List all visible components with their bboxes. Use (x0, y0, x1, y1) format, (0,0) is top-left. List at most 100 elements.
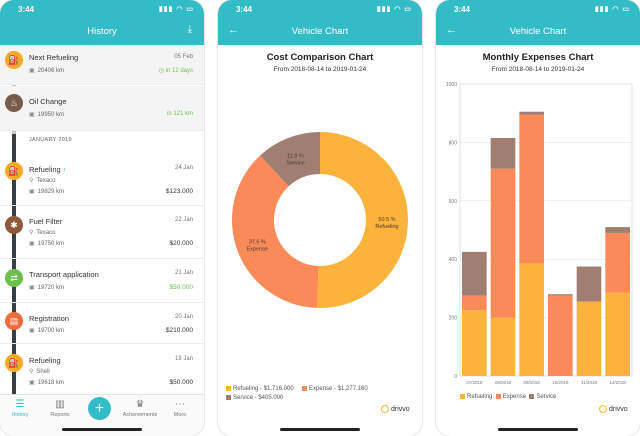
bar-segment (490, 317, 516, 376)
download-icon[interactable]: ⤓ (187, 24, 192, 35)
monthly-chart-screen: 3:44 ▮▮▮ ◠ ▭ ← Vehicle Chart Monthly Exp… (436, 0, 640, 436)
item-odometer: 19750 km (37, 241, 65, 247)
legend-swatch (460, 394, 465, 399)
document-icon: ▤ (5, 312, 23, 330)
y-tick-label: 1000 (446, 82, 457, 88)
y-tick-label: 800 (449, 140, 458, 146)
brand-name: drivvo (391, 405, 410, 413)
bar-segment (462, 251, 487, 296)
tab-achievements[interactable]: ♛ Achievements (120, 399, 160, 418)
bar-segment (462, 310, 487, 376)
tab-more[interactable]: ⋯ More (160, 399, 200, 418)
fuel-icon: ⛽ (5, 354, 23, 372)
item-odometer: 19720 km (37, 285, 65, 291)
item-title: Oil Change (29, 97, 67, 106)
item-date: 24 Jan (174, 165, 193, 171)
item-title: Refueling (29, 356, 61, 365)
item-amount: $50.000 (169, 284, 194, 291)
chart-icon: ▥ (55, 399, 65, 410)
list-item[interactable]: ⛽ Next Refueling 05 Feb ▣ 20406 km ◷ in 1… (0, 45, 204, 85)
legend-label: Service - $405.000 (233, 395, 284, 402)
odometer-icon: ▣ (29, 241, 35, 247)
location-icon: ⚲ (29, 230, 34, 236)
app-bar: ← Vehicle Chart (436, 18, 640, 45)
logo-icon (599, 405, 607, 413)
donut-chart: 50.5 % Refueling 37.6 % Expense 11.9 % Servic… (232, 132, 409, 308)
legend-item: Expense - $1,277.160 (302, 386, 368, 392)
item-date: 20 Jan (174, 314, 193, 320)
item-place: Texaco (36, 230, 56, 236)
month-label: JANUARY 2019 (29, 137, 72, 143)
status-bar: 3:44 ▮▮▮ ◠ ▭ (436, 0, 640, 18)
legend-label: Service (536, 394, 557, 401)
odometer-icon: ▣ (29, 285, 35, 291)
item-date: 18 Jan (174, 356, 193, 362)
tab-label: More (173, 412, 187, 418)
list-item[interactable]: ✱ Fuel Filter 22 Jan ⚲ Texaco ▣ 19750 km $… (0, 207, 204, 259)
page-title: History (87, 26, 117, 37)
arrow-up-icon: ↑ (62, 167, 67, 174)
tab-history[interactable]: ☰ History (0, 399, 40, 418)
list-item[interactable]: ⇄ Transport application 21 Jan ▣ 19720 km… (0, 260, 204, 303)
list-item[interactable]: ♨ Oil Change ▣ 19950 km in 121 km (0, 86, 204, 131)
add-button[interactable]: + (88, 397, 111, 420)
legend-swatch (302, 386, 307, 391)
page-title: Vehicle Chart (291, 26, 349, 37)
legend-swatch (226, 395, 231, 400)
y-tick-label: 0 (454, 374, 457, 380)
item-amount: $210.000 (165, 327, 193, 334)
chart-title: Cost Comparison Chart (266, 52, 374, 63)
list-item[interactable]: ⛽ Refueling ↑ 24 Jan ⚲ Texaco ▣ 19829 km $… (0, 156, 204, 206)
item-title: Registration (29, 314, 70, 323)
item-odometer: 19700 km (37, 328, 65, 334)
x-tick-label: 11/2018 (581, 380, 597, 385)
legend-item: Service - $405.000 (226, 395, 283, 401)
status-time: 3:44 (236, 4, 253, 14)
status-bar: 3:44 ▮▮▮ ◠ ▭ (0, 0, 204, 18)
donut-slice (260, 132, 320, 187)
legend-label: Expense - $1,277.160 (309, 386, 368, 393)
status-time: 3:44 (18, 4, 35, 14)
bar-segment (519, 111, 544, 115)
bar-segment (548, 295, 573, 376)
tab-reports[interactable]: ▥ Reports (40, 399, 80, 418)
item-amount: $123.000 (165, 188, 193, 195)
wrench-icon: ✱ (5, 216, 23, 234)
bar-segment (605, 232, 630, 293)
bar-segment (462, 295, 487, 311)
item-odometer: 20406 km (37, 68, 65, 74)
oil-icon: ♨ (5, 94, 23, 112)
item-odometer: 19618 km (37, 380, 65, 386)
status-icons: ▮▮▮ ◠ ▭ (594, 6, 630, 13)
chart-legend: Refueling Expense Service (460, 394, 556, 400)
x-tick-label: 07/2018 (466, 380, 483, 385)
bar-segment (490, 168, 516, 318)
app-bar: History ⤓ (0, 18, 204, 45)
item-date: 21 Jan (174, 270, 193, 276)
more-icon: ⋯ (175, 399, 185, 410)
bar-segment (519, 263, 544, 376)
list-item[interactable]: ⛽ Refueling 18 Jan ⚲ Shell ▣ 19618 km $50.… (0, 345, 204, 393)
donut-slice (232, 155, 319, 308)
list-item[interactable]: ▤ Registration 20 Jan ▣ 19700 km $210.000 (0, 304, 204, 344)
donut-slice (317, 132, 409, 308)
tab-label: Reports (50, 412, 70, 418)
fuel-icon: ⛽ (5, 51, 23, 69)
item-title: Fuel Filter (29, 217, 63, 226)
y-tick-label: 600 (449, 199, 458, 205)
item-date: 22 Jan (174, 217, 193, 223)
brand-logo: drivvo (599, 405, 628, 413)
home-indicator (498, 428, 578, 431)
item-due: in 121 km (166, 111, 193, 117)
x-tick-label: 10/2018 (552, 380, 569, 385)
odometer-icon: ▣ (29, 68, 35, 74)
back-arrow-icon[interactable]: ← (228, 24, 239, 36)
back-arrow-icon[interactable]: ← (446, 24, 457, 36)
legend-swatch (495, 394, 501, 399)
trophy-icon: ♛ (135, 399, 145, 410)
item-title: Refueling (29, 165, 61, 174)
bar-chart: 0 200 400 600 800 1000 07/2018 08/2018 09/2018 10… (446, 82, 633, 385)
chart-title: Monthly Expenses Chart (482, 52, 594, 63)
bar-segment (605, 227, 630, 233)
app-bar: ← Vehicle Chart (218, 18, 422, 45)
